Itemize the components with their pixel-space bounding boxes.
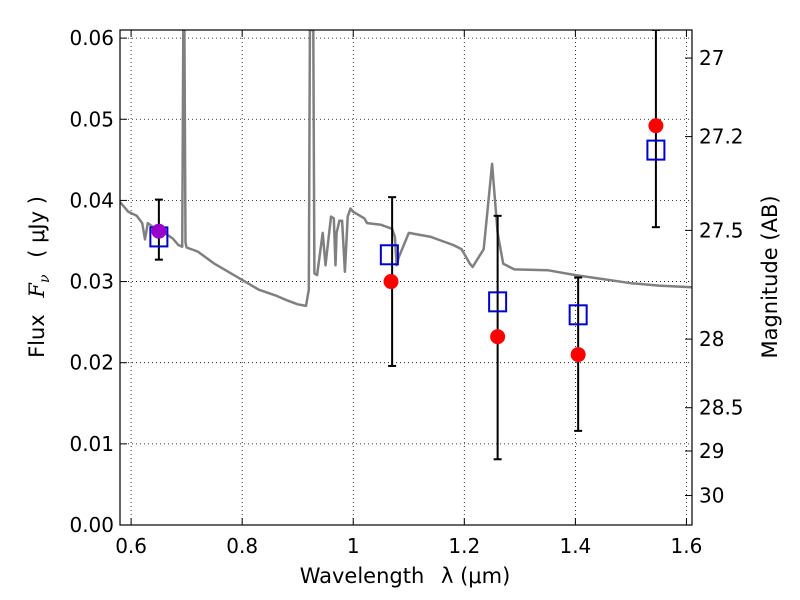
- model-square-marker: [379, 244, 399, 266]
- observed-circle-marker: [570, 347, 586, 363]
- x-tick-label: 0.8: [226, 534, 258, 558]
- y-axis-label-math-sub: ν: [37, 274, 53, 283]
- observed-circle-marker: [383, 274, 399, 290]
- tick-layer: 0.6 0.8 1 1.2 1.4 1.6 0.00 0.01 0.02 0.03 0.04 0.05…: [69, 26, 743, 558]
- x-axis-label-math: λ (μm): [441, 564, 510, 588]
- right-tick-label: 28: [699, 327, 724, 351]
- x-tick-label: 1: [347, 534, 360, 558]
- spectrum-line: [120, 30, 692, 308]
- x-tick-label: 1.4: [559, 534, 591, 558]
- y-axis-label-math: F: [25, 282, 49, 299]
- observed-circle-marker: [490, 329, 506, 345]
- model-square-marker: [488, 291, 508, 313]
- x-tick-label: 1.6: [671, 534, 703, 558]
- y-axis-label: Flux Fν ( μJy ): [25, 196, 54, 358]
- right-tick-label: 29: [699, 439, 724, 463]
- x-tick-label: 1.2: [448, 534, 480, 558]
- right-tick-label: 27.5: [699, 218, 744, 242]
- model-square-marker: [568, 304, 588, 326]
- right-axis-label: Magnitude (AB): [758, 195, 782, 358]
- right-tick-label: 27.2: [699, 125, 744, 149]
- y-tick-label: 0.00: [69, 513, 114, 537]
- y-tick-label: 0.01: [69, 432, 114, 456]
- y-axis-label-unit: ( μJy ): [25, 196, 49, 258]
- errorbar-layer: [154, 30, 660, 461]
- y-axis-label-text: Flux: [25, 314, 49, 358]
- observed-circle-marker: [151, 223, 167, 239]
- right-tick-label: 27: [699, 46, 724, 70]
- y-tick-label: 0.06: [69, 26, 114, 50]
- y-tick-label: 0.02: [69, 351, 114, 375]
- y-tick-label: 0.03: [69, 270, 114, 294]
- y-tick-label: 0.04: [69, 188, 114, 212]
- spectrum-line-layer: [120, 30, 692, 308]
- model-square-marker: [646, 139, 666, 161]
- x-tick-label: 0.6: [115, 534, 147, 558]
- x-axis-label-text: Wavelength: [300, 564, 425, 588]
- plot-frame: [119, 29, 693, 526]
- right-tick-label: 28.5: [699, 396, 744, 420]
- observed-circle-marker: [648, 118, 664, 134]
- x-axis-label: Wavelength λ (μm): [300, 564, 511, 588]
- grid-lines: [120, 30, 692, 525]
- y-tick-label: 0.05: [69, 107, 114, 131]
- right-tick-label: 30: [699, 484, 724, 508]
- marker-layer: [149, 118, 666, 363]
